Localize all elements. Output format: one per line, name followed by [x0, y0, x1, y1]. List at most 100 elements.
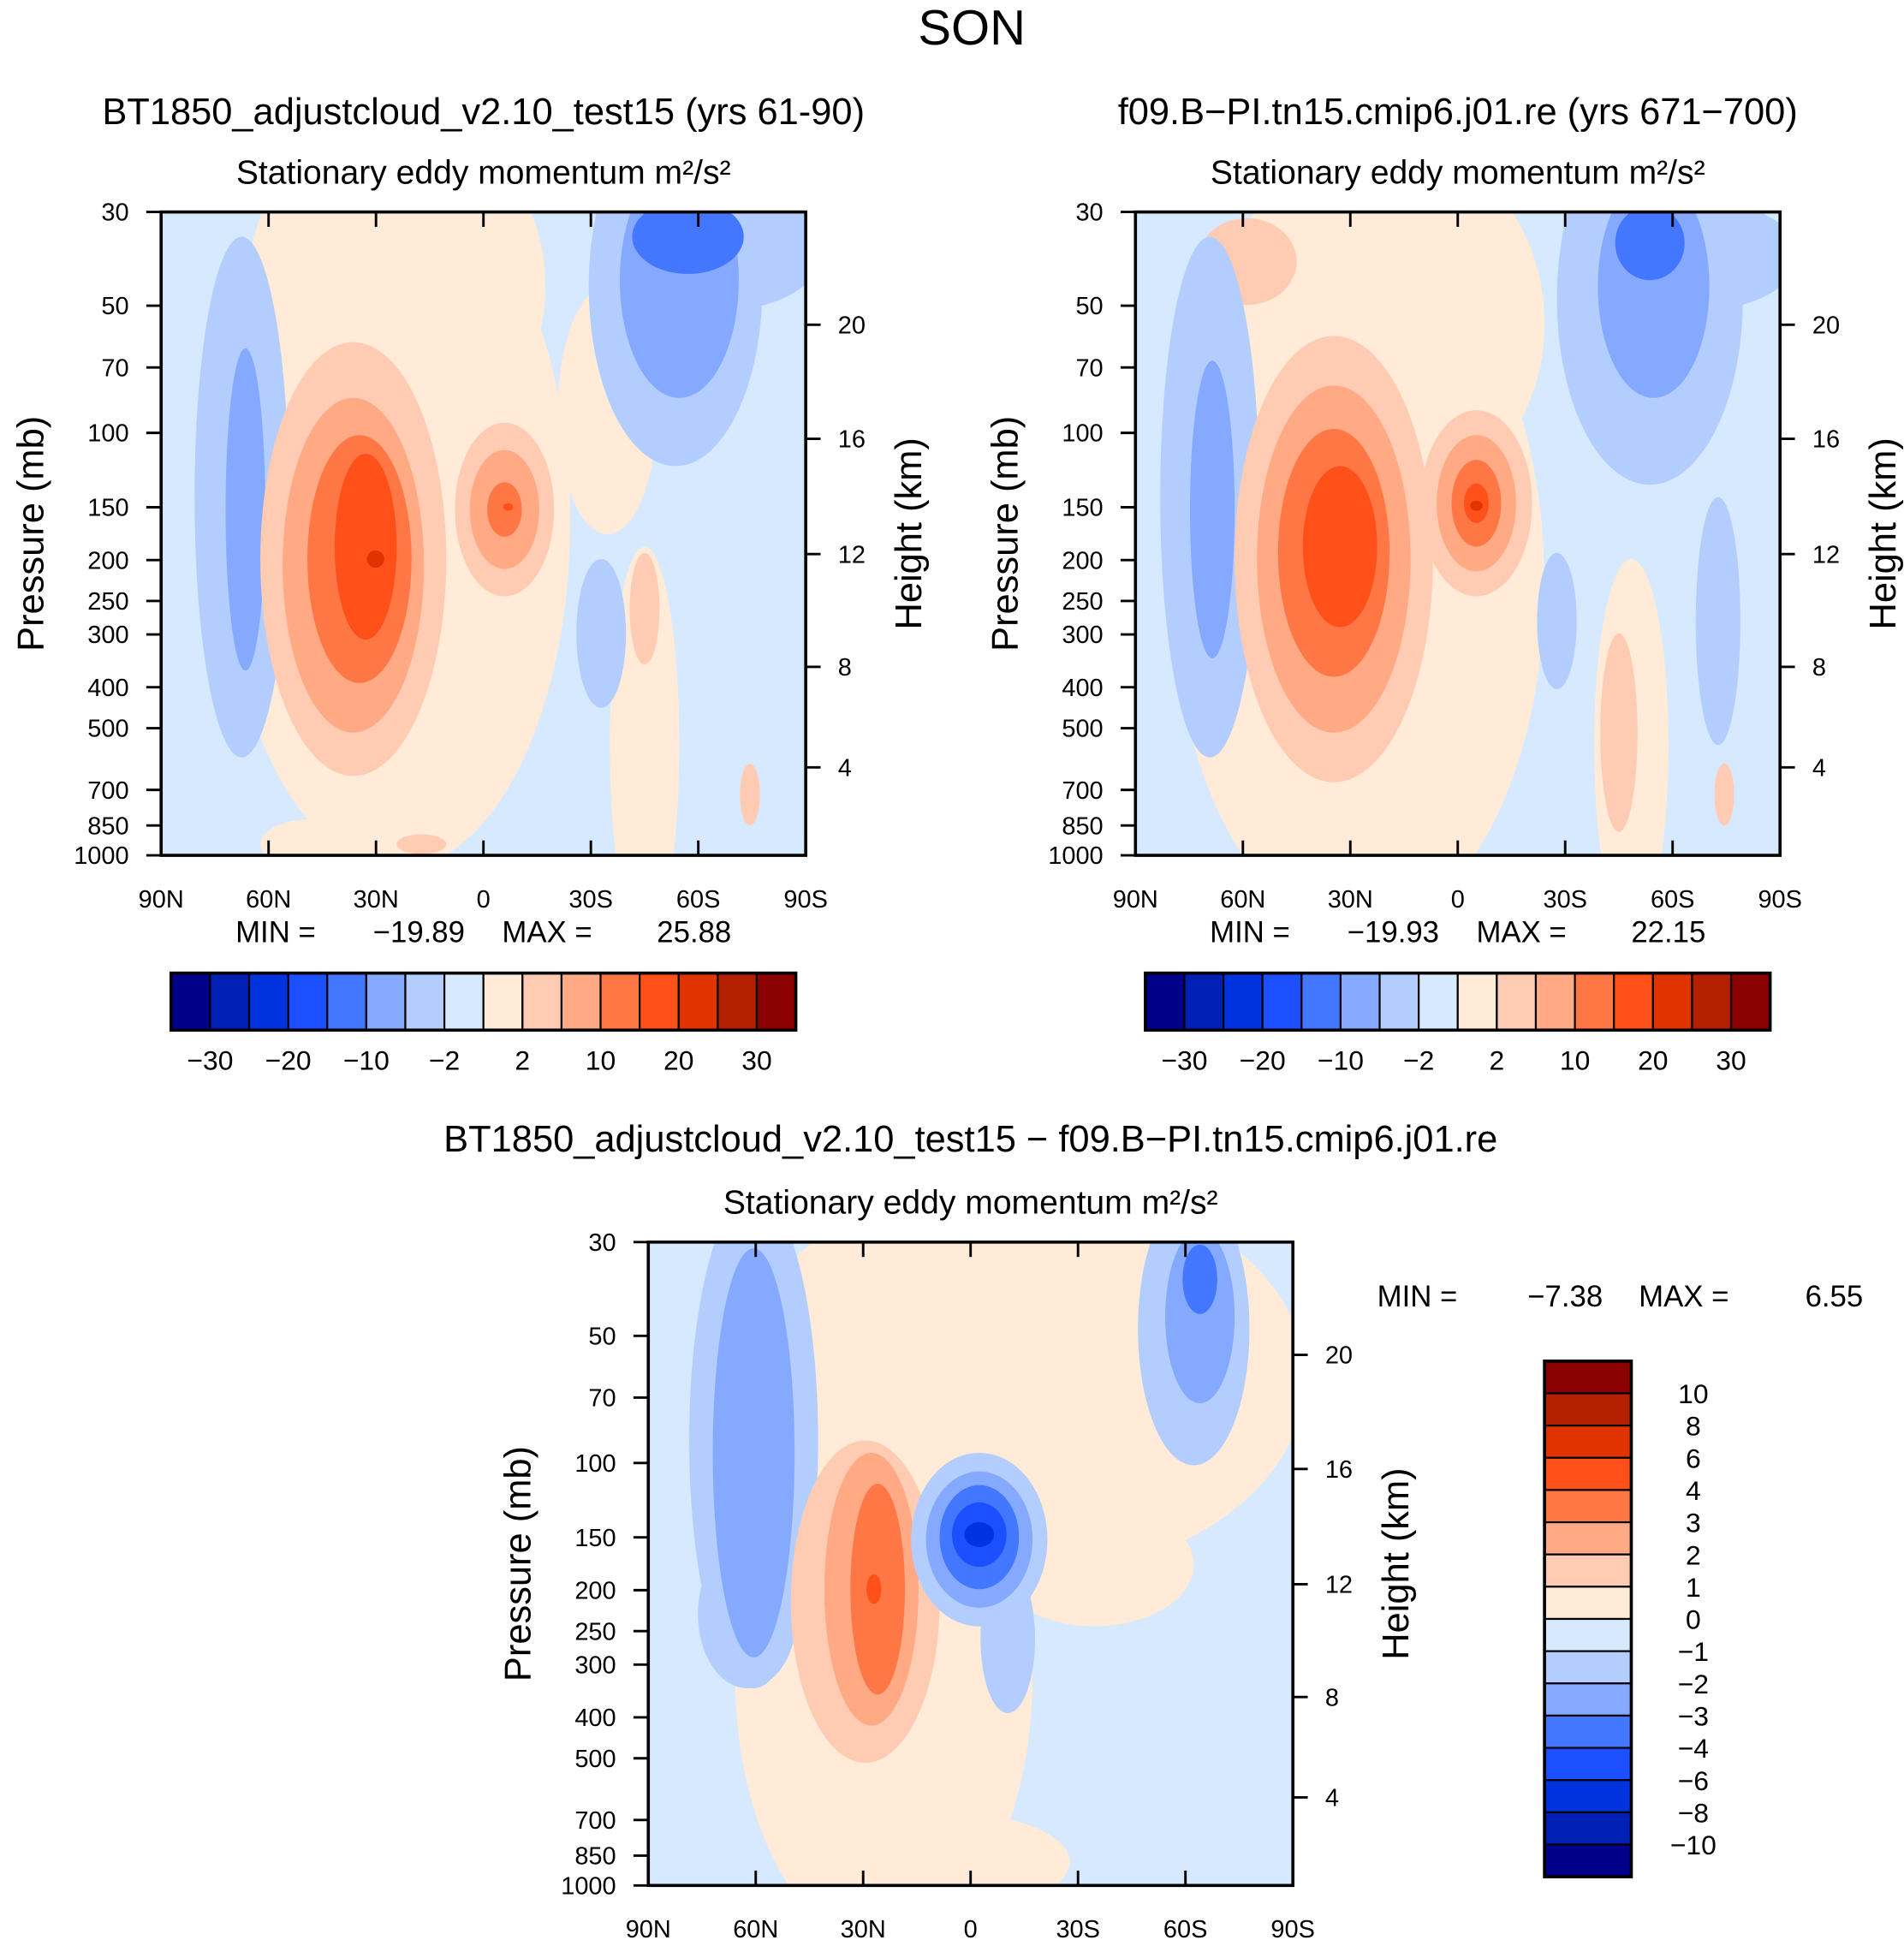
y-right-axis-label: Height (km)	[889, 437, 930, 629]
x-tick-label: 30S	[1056, 1916, 1100, 1940]
y-tick-label: 1000	[74, 842, 128, 870]
colorbar-label: 30	[1716, 1045, 1746, 1076]
y-axis-label: Pressure (mb)	[498, 1446, 539, 1681]
y-tick-label: 50	[101, 293, 128, 320]
contour-region	[260, 819, 360, 856]
y-tick-label: 300	[1062, 622, 1103, 649]
contour-region	[632, 211, 744, 274]
y-tick-label: 1000	[1048, 842, 1103, 870]
contour-region	[822, 1812, 1070, 1886]
colorbar-swatch	[1144, 972, 1186, 1032]
contour-region	[1165, 1241, 1235, 1404]
contour-region	[1537, 552, 1577, 690]
max-value: 22.15	[1631, 916, 1705, 949]
y-tick-label: 200	[574, 1578, 616, 1605]
y-right-tick-label: 12	[1325, 1572, 1353, 1599]
contour-field	[648, 1241, 1294, 1886]
colorbar-swatch	[1544, 1811, 1633, 1846]
colorbar-label: −3	[1678, 1701, 1709, 1732]
colorbar-swatch	[209, 972, 251, 1032]
y-tick-label: 250	[87, 588, 128, 616]
y-right-tick-label: 4	[838, 754, 852, 782]
x-tick-label: 30N	[841, 1916, 886, 1940]
y-right-tick-label: 16	[1812, 426, 1840, 454]
y-tick-label: 250	[1062, 588, 1103, 616]
x-tick-label: 90N	[139, 886, 184, 913]
contour-region	[1190, 360, 1235, 658]
figure-title: SON	[918, 1, 1025, 56]
colorbar-swatch	[1651, 972, 1693, 1032]
colorbar-swatch	[1544, 1489, 1633, 1524]
contour-region	[1470, 500, 1483, 511]
colorbar-swatch	[1544, 1553, 1633, 1588]
y-right-tick-label: 8	[1812, 654, 1826, 681]
contour-region	[396, 834, 447, 854]
panel-subtitle: Stationary eddy momentum m²/s²	[1211, 154, 1705, 191]
colorbar-swatch	[1496, 972, 1538, 1032]
colorbar-label: −10	[1670, 1830, 1717, 1860]
contour-region	[964, 1522, 995, 1548]
x-tick-label: 30S	[568, 886, 613, 913]
colorbar-swatch	[560, 972, 602, 1032]
colorbar-label: −2	[1678, 1669, 1709, 1699]
colorbar-swatch	[1729, 972, 1771, 1032]
y-tick-label: 700	[574, 1807, 616, 1835]
y-right-tick-label: 12	[1812, 541, 1840, 568]
colorbar-swatch	[1339, 972, 1381, 1032]
colorbar-swatch	[1544, 1392, 1633, 1427]
y-tick-label: 100	[574, 1450, 616, 1478]
min-value: −7.38	[1527, 1281, 1603, 1313]
colorbar-swatch	[717, 972, 759, 1032]
colorbar-label: −2	[1403, 1045, 1434, 1076]
y-right-axis-label: Height (km)	[1376, 1467, 1417, 1659]
y-right-tick-label: 20	[1325, 1342, 1353, 1370]
colorbar-swatch	[599, 972, 641, 1032]
contour-region	[1302, 466, 1377, 628]
x-tick-label: 90N	[1113, 886, 1158, 913]
y-tick-label: 100	[1062, 420, 1103, 448]
y-tick-label: 50	[588, 1323, 616, 1350]
colorbar-swatch	[1544, 1714, 1633, 1749]
panel-2-title: f09.B−PI.tn15.cmip6.j01.re (yrs 671−700)	[1118, 92, 1798, 133]
colorbar-label: 2	[515, 1045, 530, 1076]
y-axis-label: Pressure (mb)	[11, 416, 52, 652]
x-tick-label: 30S	[1543, 886, 1587, 913]
colorbar-label: 10	[586, 1045, 616, 1076]
y-tick-label: 500	[1062, 716, 1103, 743]
colorbar-label: 8	[1686, 1411, 1701, 1442]
y-tick-label: 1000	[561, 1872, 616, 1900]
max-value: 6.55	[1806, 1281, 1864, 1313]
max-label: MAX =	[502, 916, 592, 949]
colorbar-swatch	[1544, 1586, 1633, 1621]
y-right-tick-label: 12	[838, 541, 866, 568]
colorbar-label: 2	[1490, 1045, 1505, 1076]
colorbar-swatch	[1456, 972, 1498, 1032]
colorbar-label: 10	[1678, 1378, 1708, 1409]
colorbar-label: 3	[1686, 1508, 1701, 1538]
y-axis-label: Pressure (mb)	[985, 416, 1026, 652]
colorbar-swatch	[1534, 972, 1576, 1032]
y-tick-label: 200	[87, 547, 128, 574]
colorbar-swatch	[404, 972, 446, 1032]
colorbar-label: 2	[1686, 1539, 1701, 1570]
colorbar-frame	[170, 971, 798, 1032]
x-tick-label: 60N	[733, 1916, 778, 1940]
colorbar-swatch	[1544, 1747, 1633, 1782]
x-tick-label: 60S	[1651, 886, 1694, 913]
colorbar-swatch	[1223, 972, 1264, 1032]
min-value: −19.93	[1348, 916, 1439, 949]
x-tick-label: 60N	[1220, 886, 1265, 913]
y-tick-label: 150	[87, 495, 128, 522]
contour-region	[1714, 763, 1734, 826]
contour-region	[866, 1574, 882, 1604]
colorbar-label: −10	[1318, 1045, 1364, 1076]
colorbar-swatch	[1544, 1456, 1633, 1491]
y-tick-label: 300	[87, 622, 128, 649]
contour-region	[225, 348, 265, 671]
colorbar-swatch	[1300, 972, 1342, 1032]
contour-region	[487, 482, 522, 537]
colorbar-label: −8	[1678, 1797, 1709, 1828]
y-tick-label: 100	[87, 420, 128, 448]
x-tick-label: 0	[477, 886, 491, 913]
y-right-tick-label: 20	[1812, 312, 1840, 339]
